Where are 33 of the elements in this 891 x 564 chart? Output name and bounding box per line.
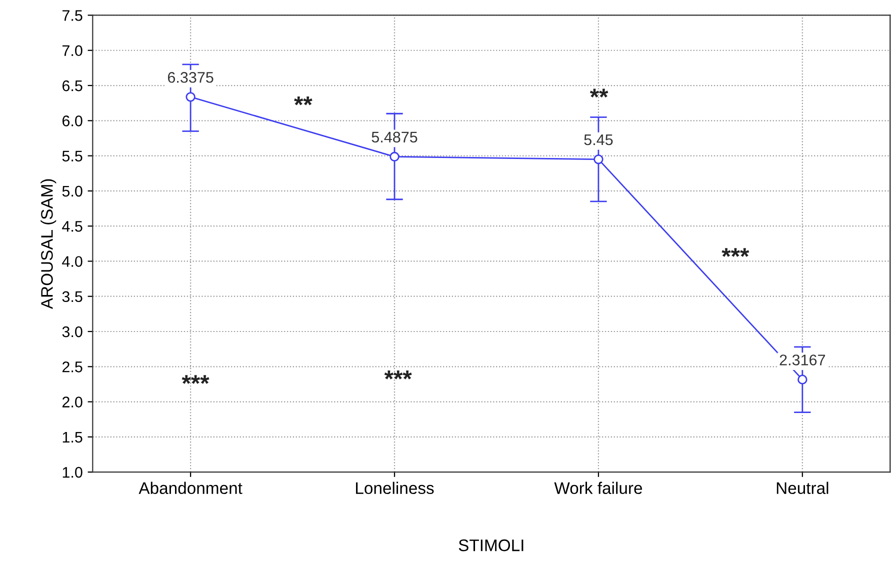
y-tick-label: 2.0 (62, 396, 82, 408)
data-label: 5.45 (584, 134, 613, 146)
y-tick-label: 7.5 (62, 10, 82, 21)
annotation: *** (182, 375, 210, 384)
point (594, 154, 604, 164)
x-axis-title: STIMOLI (458, 539, 524, 552)
y-tick-label: 6.0 (62, 116, 82, 126)
y-tick-label: 1.5 (62, 432, 82, 443)
y-tick-label: 6.5 (62, 80, 82, 92)
x-tick-label: Work failure (554, 482, 642, 494)
annotation: *** (384, 370, 412, 380)
y-tick-label: 4.5 (62, 221, 82, 232)
point (390, 152, 400, 162)
y-tick-label: 7.0 (62, 45, 82, 56)
y-axis-title: AROUSAL (SAM) (40, 179, 56, 310)
data-label: 5.4875 (372, 132, 418, 143)
data-label: 2.3167 (780, 354, 826, 366)
y-tick-label: 4.0 (62, 256, 82, 267)
annotation: ** (294, 96, 312, 106)
y-tick-label: 1.0 (62, 466, 82, 478)
point (798, 374, 808, 384)
x-tick-label: Abandonment (138, 482, 242, 494)
y-tick-label: 5.5 (62, 150, 82, 162)
point (186, 92, 196, 102)
y-tick-label: 3.5 (62, 291, 82, 302)
y-tick-label: 3.0 (62, 326, 82, 338)
annotation: ** (590, 88, 608, 98)
y-tick-label: 5.0 (62, 186, 82, 197)
annotation: *** (722, 248, 750, 257)
x-tick-label: Loneliness (356, 482, 434, 494)
y-tick-label: 2.5 (62, 362, 82, 372)
data-label: 6.3375 (168, 72, 214, 83)
x-tick-label: Neutral (776, 482, 828, 494)
